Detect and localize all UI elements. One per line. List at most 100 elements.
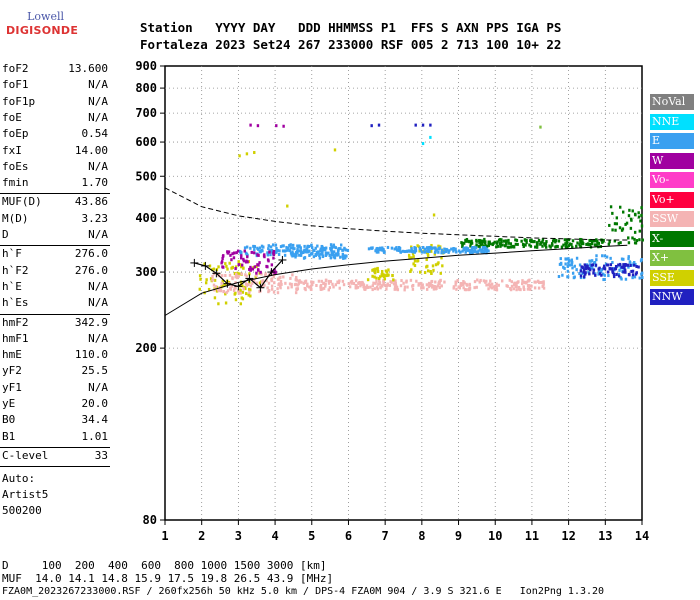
echo-point (428, 284, 431, 288)
echo-point (509, 242, 513, 246)
echo-point (611, 228, 614, 232)
echo-point (504, 242, 508, 246)
echo-point (375, 279, 378, 283)
echo-point (222, 290, 225, 294)
echo-point (377, 276, 381, 280)
param-key: foF2 (2, 62, 29, 75)
echo-point (258, 246, 262, 250)
echo-point (234, 281, 237, 285)
param-key: foEp (2, 127, 29, 141)
echo-point (613, 222, 617, 226)
param-key: MUF(D) (2, 195, 42, 209)
echo-point (237, 274, 240, 278)
echo-point (608, 240, 611, 244)
echo-point (550, 242, 554, 246)
echo-point (311, 246, 314, 250)
echo-point (348, 285, 352, 289)
echo-point (425, 265, 428, 269)
echo-point (411, 249, 414, 253)
echo-point (272, 269, 276, 273)
echo-point (615, 222, 619, 226)
echo-point (596, 241, 599, 245)
echo-point (284, 281, 287, 285)
echo-point (537, 239, 541, 243)
echo-point (223, 283, 226, 287)
echo-point (423, 250, 427, 254)
echo-point (316, 244, 319, 248)
echo-point (578, 272, 581, 276)
echo-point (455, 250, 458, 254)
echo-point (268, 250, 271, 254)
echo-point (430, 243, 433, 247)
echo-point (595, 254, 598, 258)
param-value: 110.0 (74, 348, 108, 362)
y-tick-label: 600 (135, 135, 157, 149)
echo-point (271, 243, 275, 247)
echo-point (603, 273, 606, 277)
echo-point (294, 291, 298, 295)
echo-point (440, 284, 443, 288)
echo-point (572, 276, 576, 280)
echo-point (461, 243, 464, 247)
echo-point (603, 264, 606, 268)
echo-point (623, 268, 627, 272)
echo-point (333, 148, 337, 152)
echo-point (430, 271, 433, 275)
echo-point (564, 262, 567, 266)
header-values: Fortaleza 2023 Set24 267 233000 RSF 005 … (140, 37, 562, 52)
echo-point (295, 276, 298, 280)
echo-point (339, 255, 342, 259)
param-row-fxi: fxI 14.00 (2, 144, 108, 157)
echo-point (622, 210, 625, 214)
echo-point (544, 242, 548, 246)
logo-digisonde-text: DIGISONDE (6, 24, 79, 37)
echo-point (582, 270, 585, 274)
echo-point (250, 250, 253, 254)
y-tick-label: 900 (135, 59, 157, 73)
echo-point (545, 240, 548, 244)
echo-point (497, 238, 501, 242)
echo-point (375, 285, 379, 289)
echo-point (544, 245, 548, 249)
echo-point (324, 251, 328, 255)
echo-point (437, 280, 441, 284)
echo-point (410, 245, 413, 249)
echo-point (256, 263, 259, 267)
echo-point (571, 266, 574, 270)
echo-point (482, 239, 485, 243)
echo-point (525, 280, 529, 284)
echo-point (224, 301, 228, 305)
param-key: h`F2 (2, 263, 29, 277)
echo-point (329, 280, 332, 284)
echo-point (303, 244, 306, 248)
echo-point (374, 267, 377, 271)
echo-point (565, 238, 568, 242)
echo-point (211, 268, 214, 272)
echo-point (567, 244, 571, 248)
echo-point (421, 123, 425, 127)
echo-point (436, 262, 439, 266)
echo-point (565, 243, 568, 247)
echo-point (376, 266, 379, 270)
echo-point (276, 291, 280, 295)
echo-point (521, 243, 525, 247)
echo-point (332, 250, 336, 254)
echo-point (396, 248, 399, 252)
param-value: 14.00 (74, 143, 108, 157)
echo-point (432, 287, 436, 291)
echo-point (567, 238, 571, 242)
x-tick-label: 13 (598, 529, 612, 543)
echo-point (570, 242, 573, 246)
echo-point (468, 248, 471, 252)
x-tick-label: 4 (271, 529, 278, 543)
echo-point (336, 252, 339, 256)
echo-point (407, 253, 411, 257)
echo-point (239, 289, 242, 293)
echo-point (514, 284, 518, 288)
echo-point (597, 269, 601, 273)
echo-point (437, 244, 440, 248)
param-value: N/A (88, 380, 108, 394)
echo-point (238, 154, 241, 158)
echo-point (495, 285, 498, 289)
echo-point (234, 272, 238, 276)
